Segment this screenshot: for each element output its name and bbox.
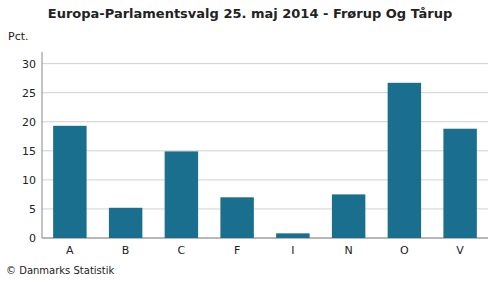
x-tick-label: I [291, 244, 294, 257]
y-axis-label: Pct. [8, 30, 29, 43]
title: Europa-Parlamentsvalg 25. maj 2014 - Frø… [48, 6, 452, 21]
bar [276, 233, 309, 238]
x-tick-label: V [456, 244, 464, 257]
x-tick-label: A [66, 244, 74, 257]
bar [53, 126, 86, 238]
y-tick-label: 0 [29, 232, 36, 245]
footnote: © Danmarks Statistik [6, 265, 115, 276]
y-tick-label: 25 [22, 87, 36, 100]
y-tick-label: 10 [22, 174, 36, 187]
grid-line [42, 63, 488, 64]
y-tick-label: 30 [22, 58, 36, 71]
y-tick-label: 15 [22, 145, 36, 158]
bar [165, 151, 198, 238]
bar [388, 83, 421, 238]
bar [332, 194, 365, 238]
y-tick-label: 5 [29, 203, 36, 216]
bar [109, 208, 142, 238]
y-axis-line [42, 52, 43, 238]
x-tick-label: F [234, 244, 240, 257]
chart-container: Europa-Parlamentsvalg 25. maj 2014 - Frø… [0, 0, 500, 282]
bars [53, 83, 477, 238]
chart-svg: Europa-Parlamentsvalg 25. maj 2014 - Frø… [0, 0, 500, 282]
y-tick-label: 20 [22, 116, 36, 129]
x-tick-label: O [400, 244, 409, 257]
x-tick-label: N [345, 244, 353, 257]
bar [220, 197, 253, 238]
grid [42, 64, 488, 238]
x-tick-label: B [122, 244, 130, 257]
x-tick-label: C [178, 244, 186, 257]
bar [443, 129, 476, 238]
